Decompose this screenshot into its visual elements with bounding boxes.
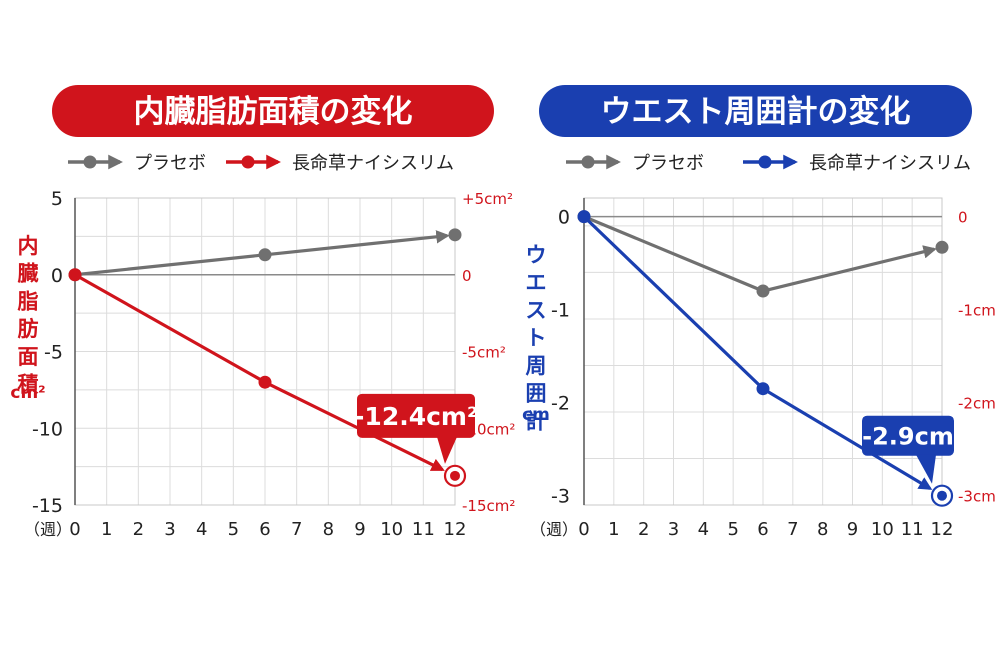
data-point <box>756 284 770 298</box>
x-tick-label: 9 <box>847 519 858 540</box>
data-point <box>935 240 949 254</box>
y-tick-label-right: -1cm <box>958 302 996 320</box>
x-tick-label: 9 <box>354 519 365 540</box>
legend-label: 長命草ナイシスリム <box>292 153 454 174</box>
data-point <box>756 382 770 396</box>
y-tick-label: -10 <box>32 418 63 440</box>
callout-label: -12.4cm² <box>354 402 478 431</box>
legend-marker <box>758 155 772 169</box>
callout-pointer <box>916 454 936 484</box>
legend-label: プラセボ <box>632 153 704 174</box>
x-tick-label: 6 <box>757 519 768 540</box>
data-point <box>450 470 460 481</box>
x-tick-label: 2 <box>638 519 649 540</box>
chart-title-pill <box>539 85 972 137</box>
y-axis-label: ウエスト周囲計 <box>526 243 547 433</box>
y-tick-label: -15 <box>32 495 63 517</box>
y-tick-label: -3 <box>551 486 570 508</box>
x-tick-label: 2 <box>133 519 144 540</box>
y-tick-label: 5 <box>51 188 63 210</box>
y-tick-label-right: -15cm² <box>462 497 515 515</box>
x-axis-unit-label: （週） <box>24 520 72 539</box>
series-line-placebo <box>583 215 937 293</box>
x-tick-label: 1 <box>101 519 112 540</box>
data-point <box>258 375 272 389</box>
y-tick-label: -1 <box>551 300 570 322</box>
y-tick-label: 0 <box>558 207 570 229</box>
x-tick-label: 6 <box>259 519 270 540</box>
x-tick-label: 8 <box>817 519 828 540</box>
x-tick-label: 11 <box>412 519 435 540</box>
y-tick-label-right: -10cm² <box>462 420 515 438</box>
y-tick-label: -2 <box>551 393 570 415</box>
x-tick-label: 0 <box>69 519 80 540</box>
chart-title-pill <box>52 85 494 137</box>
y-tick-label: -5 <box>44 342 63 364</box>
x-tick-label: 0 <box>578 519 589 540</box>
y-axis-unit: cm² <box>10 383 45 403</box>
x-tick-label: 12 <box>444 519 467 540</box>
legend-marker <box>581 155 595 169</box>
y-tick-label-right: 0 <box>958 209 968 227</box>
y-tick-label-right: +5cm² <box>462 190 513 208</box>
x-tick-label: 10 <box>871 519 894 540</box>
legend-marker <box>241 155 255 169</box>
data-point <box>68 268 82 282</box>
x-tick-label: 7 <box>787 519 798 540</box>
x-axis-unit-label: （週） <box>530 520 578 539</box>
y-axis-label: 内臓脂肪面積 <box>18 234 40 397</box>
series-line-product <box>74 273 445 472</box>
callout-pointer <box>437 436 457 464</box>
callout-box <box>862 415 954 456</box>
x-tick-label: 3 <box>668 519 679 540</box>
y-tick-label-right: -5cm² <box>462 344 506 362</box>
chart-title: ウエスト周囲計の変化 <box>601 94 911 130</box>
y-tick-label-right: 0 <box>462 267 472 285</box>
x-tick-label: 3 <box>164 519 175 540</box>
chart-title: 内臓脂肪面積の変化 <box>134 94 413 130</box>
x-tick-label: 11 <box>901 519 924 540</box>
x-tick-label: 1 <box>608 519 619 540</box>
x-tick-label: 5 <box>228 519 239 540</box>
legend-marker <box>83 155 97 169</box>
data-point <box>937 490 947 501</box>
data-point <box>577 210 591 224</box>
x-tick-label: 10 <box>380 519 403 540</box>
y-tick-label: 0 <box>51 265 63 287</box>
y-tick-label-right: -3cm <box>958 488 996 506</box>
x-tick-label: 7 <box>291 519 302 540</box>
data-point <box>448 228 462 242</box>
data-point <box>258 248 272 262</box>
y-axis-unit: cm <box>522 405 550 425</box>
x-tick-label: 12 <box>931 519 954 540</box>
callout-box <box>357 393 475 438</box>
x-tick-label: 5 <box>727 519 738 540</box>
x-tick-label: 4 <box>196 519 207 540</box>
legend-label: 長命草ナイシスリム <box>809 153 971 174</box>
legend-label: プラセボ <box>134 153 206 174</box>
callout-label: -2.9cm <box>862 423 954 451</box>
x-tick-label: 4 <box>698 519 709 540</box>
y-tick-label-right: -2cm <box>958 395 996 413</box>
x-tick-label: 8 <box>323 519 334 540</box>
